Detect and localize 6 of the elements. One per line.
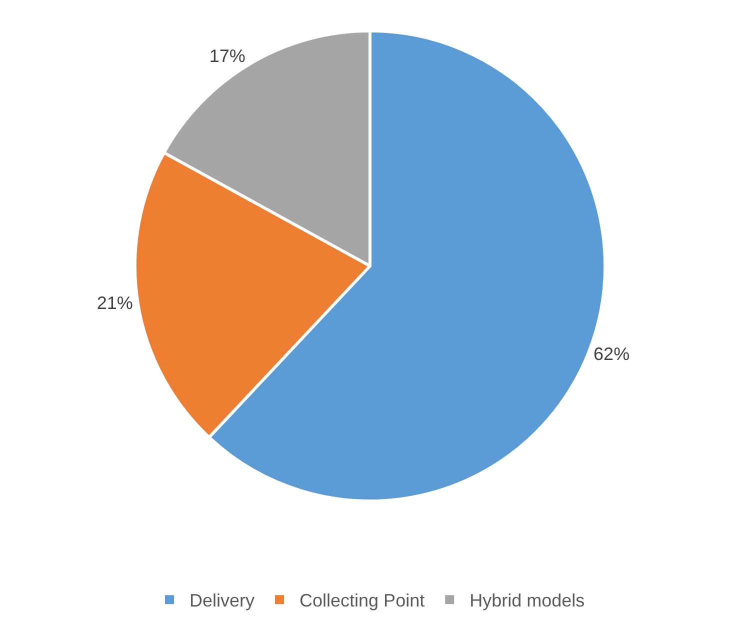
data-label: 21% [96,292,133,313]
data-label: 17% [209,46,246,66]
legend-label: Collecting Point [300,590,425,611]
data-label: 62% [594,344,630,364]
legend-label: Hybrid models [470,590,585,611]
legend-label: Delivery [190,590,255,611]
